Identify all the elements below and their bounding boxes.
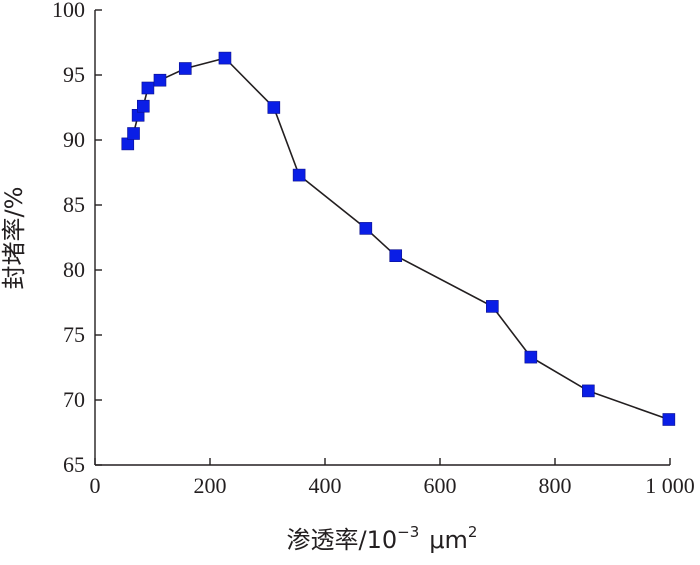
x-tick-label: 1 000 <box>645 473 695 498</box>
plot-area: 65 70 75 80 85 90 95 100 0 200 400 600 800 1 000 <box>52 0 695 498</box>
data-point-marker <box>359 222 373 235</box>
data-point-marker <box>153 73 167 87</box>
data-point-marker <box>127 127 140 140</box>
x-axis-label: 渗透率/10−3 μm2 <box>287 523 478 554</box>
x-tick-label: 800 <box>539 473 572 498</box>
x-ticks: 0 200 400 600 800 1 000 <box>90 458 695 498</box>
data-point-marker <box>137 99 150 113</box>
x-axis-label-unit-exponent: 2 <box>468 523 478 541</box>
y-tick-label: 85 <box>63 192 85 217</box>
data-point-marker <box>218 51 232 65</box>
data-point-marker <box>178 62 192 75</box>
data-point-marker <box>524 350 538 364</box>
y-tick-label: 95 <box>63 62 85 87</box>
y-tick-label: 90 <box>63 127 85 152</box>
data-point-marker <box>486 300 499 313</box>
y-ticks: 65 70 75 80 85 90 95 100 <box>52 0 102 477</box>
series-layer <box>121 51 676 426</box>
y-tick-label: 65 <box>63 452 85 477</box>
x-axis-label-main: 渗透率/10 <box>287 526 398 554</box>
data-point-marker <box>292 168 306 182</box>
x-axis-label-unit: μm <box>429 526 468 554</box>
y-tick-label: 80 <box>63 257 85 282</box>
y-tick-label: 100 <box>52 0 85 22</box>
x-tick-label: 200 <box>194 473 227 498</box>
data-point-marker <box>267 101 281 114</box>
data-point-marker <box>389 249 403 262</box>
x-tick-label: 600 <box>424 473 457 498</box>
x-tick-label: 0 <box>90 473 101 498</box>
series-line <box>127 57 670 421</box>
x-axis-label-exponent: −3 <box>397 523 419 541</box>
data-point-marker <box>662 413 676 426</box>
y-tick-label: 75 <box>63 322 85 347</box>
data-point-marker <box>582 384 595 398</box>
x-tick-label: 400 <box>309 473 342 498</box>
y-tick-label: 70 <box>63 387 85 412</box>
data-point-marker <box>141 81 155 95</box>
y-axis-label: 封堵率/% <box>0 187 28 290</box>
